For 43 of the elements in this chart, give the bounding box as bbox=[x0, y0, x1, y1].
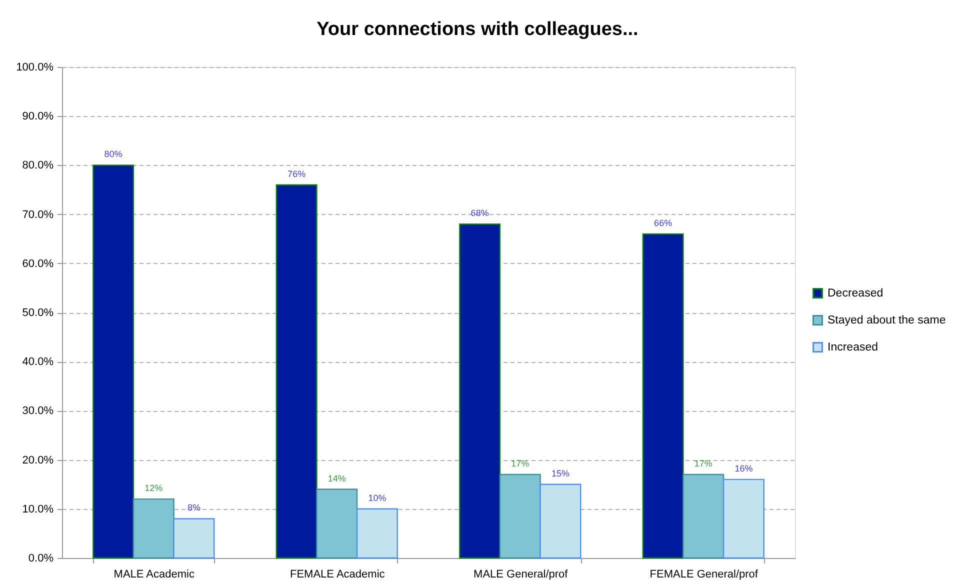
bar bbox=[499, 474, 541, 559]
bar bbox=[642, 233, 684, 559]
data-label: 68% bbox=[470, 208, 489, 218]
chart-title: Your connections with colleagues... bbox=[316, 19, 638, 40]
data-label: 76% bbox=[288, 168, 306, 179]
y-tick-label: 20.0% bbox=[22, 454, 54, 466]
data-label: 15% bbox=[551, 468, 570, 478]
data-label: 17% bbox=[694, 458, 712, 469]
data-label: 8% bbox=[187, 502, 200, 513]
data-label: 12% bbox=[144, 483, 163, 494]
bar bbox=[722, 478, 764, 559]
x-tick-label: MALE General/prof bbox=[474, 568, 569, 580]
y-tick-label: 40.0% bbox=[22, 356, 54, 368]
y-tick-label: 0.0% bbox=[28, 552, 54, 564]
bar bbox=[92, 164, 134, 559]
data-label: 10% bbox=[368, 492, 386, 503]
legend-label: Stayed about the same bbox=[828, 314, 946, 326]
bar bbox=[459, 224, 501, 559]
bar bbox=[276, 184, 318, 559]
y-tick-label: 90.0% bbox=[22, 110, 54, 123]
y-tick-label: 30.0% bbox=[22, 405, 54, 418]
legend-label: Increased bbox=[828, 341, 878, 354]
bar bbox=[132, 498, 174, 559]
bar bbox=[316, 488, 358, 559]
bar bbox=[356, 508, 398, 559]
y-tick-label: 70.0% bbox=[22, 208, 54, 221]
data-label: 66% bbox=[654, 218, 672, 228]
y-tick-label: 10.0% bbox=[22, 503, 54, 516]
data-label: 14% bbox=[328, 473, 346, 484]
data-label: 16% bbox=[734, 463, 753, 474]
y-tick-label: 100.0% bbox=[16, 62, 54, 74]
x-tick-label: MALE Academic bbox=[114, 568, 195, 580]
x-tick-label: FEMALE General/prof bbox=[650, 568, 759, 580]
bar bbox=[173, 518, 215, 559]
bar bbox=[540, 484, 582, 559]
data-label: 17% bbox=[511, 458, 530, 469]
x-tick-label: FEMALE Academic bbox=[290, 568, 386, 580]
y-tick-label: 60.0% bbox=[22, 258, 54, 270]
y-tick-label: 80.0% bbox=[22, 160, 54, 172]
y-tick-label: 50.0% bbox=[22, 307, 54, 319]
bar bbox=[682, 474, 724, 559]
data-label: 80% bbox=[104, 149, 122, 160]
legend-label: Decreased bbox=[828, 287, 884, 300]
